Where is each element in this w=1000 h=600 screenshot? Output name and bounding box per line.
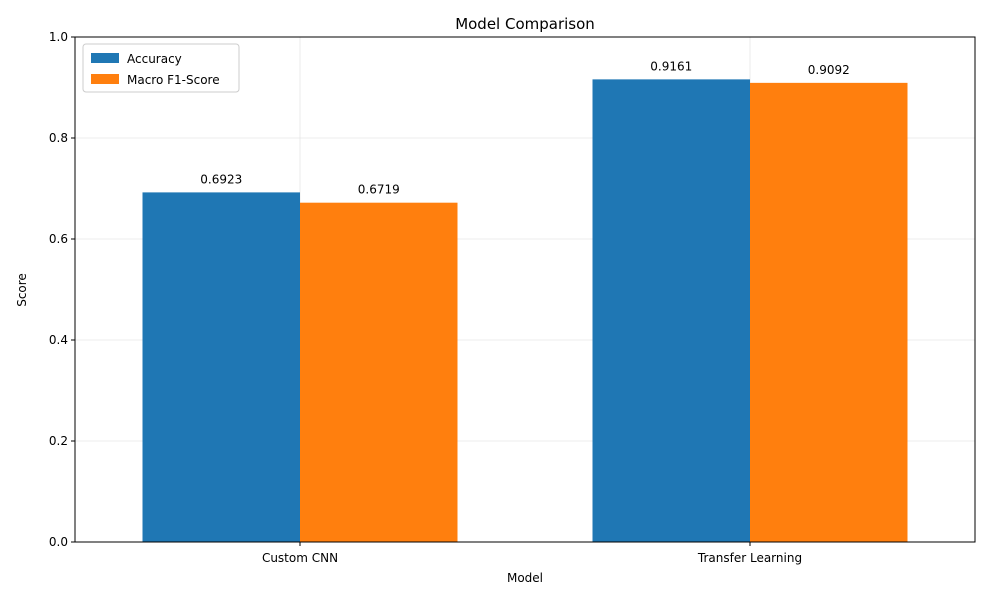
bar bbox=[750, 82, 908, 542]
bar bbox=[300, 202, 458, 543]
y-tick-label: 0.6 bbox=[49, 232, 68, 246]
y-axis-ticks: 0.0 0.2 0.4 0.6 0.8 1.0 bbox=[49, 30, 75, 549]
y-tick-label: 0.2 bbox=[49, 434, 68, 448]
bars bbox=[142, 79, 908, 543]
legend-box bbox=[82, 43, 240, 93]
bar-value-label: 0.6719 bbox=[358, 183, 400, 197]
legend-label: Accuracy bbox=[127, 52, 182, 66]
legend-label: Macro F1-Score bbox=[127, 73, 220, 87]
x-tick-label: Custom CNN bbox=[262, 551, 338, 565]
legend: Accuracy Macro F1-Score bbox=[82, 43, 240, 93]
bar-value-label: 0.6923 bbox=[200, 172, 242, 186]
y-tick-label: 0.0 bbox=[49, 535, 68, 549]
bar-value-label: 0.9161 bbox=[650, 59, 692, 73]
bar bbox=[592, 79, 750, 542]
legend-swatch bbox=[91, 74, 119, 84]
axes-frame bbox=[74, 36, 976, 543]
x-axis-label: Model bbox=[507, 571, 543, 585]
bar-value-labels: 0.6923 0.6719 0.9161 0.9092 bbox=[200, 59, 850, 196]
y-tick-label: 0.4 bbox=[49, 333, 68, 347]
legend-swatch bbox=[91, 53, 119, 63]
y-tick-label: 0.8 bbox=[49, 131, 68, 145]
bar-value-label: 0.9092 bbox=[808, 63, 850, 77]
y-axis-label: Score bbox=[15, 273, 29, 307]
x-tick-label: Transfer Learning bbox=[697, 551, 802, 565]
bar bbox=[142, 192, 300, 543]
y-tick-label: 1.0 bbox=[49, 30, 68, 44]
x-axis-ticks: Custom CNN Transfer Learning bbox=[262, 542, 802, 565]
chart-title: Model Comparison bbox=[455, 15, 595, 33]
